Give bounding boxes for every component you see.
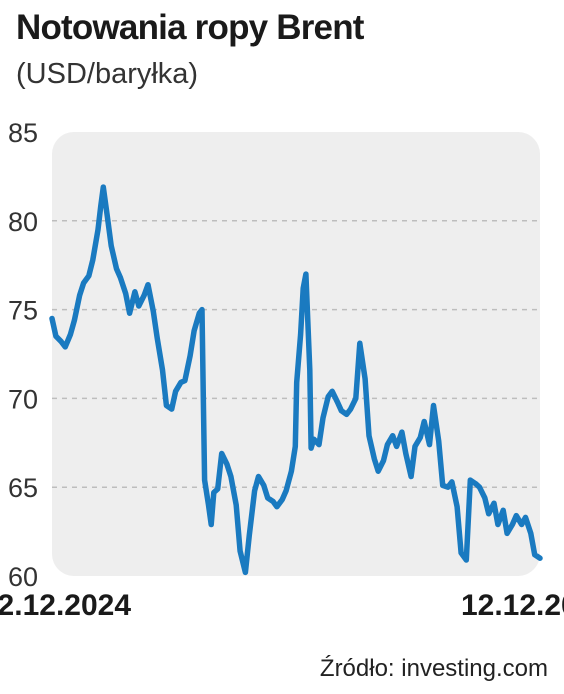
series-layer bbox=[49, 184, 543, 576]
x-tick-label-start: 12.12.2024 bbox=[0, 589, 131, 622]
x-tick-label-end: 12.12.2025 bbox=[461, 589, 564, 622]
y-tick-label: 75 bbox=[8, 296, 38, 326]
y-tick-label: 80 bbox=[8, 207, 38, 237]
y-tick-label: 65 bbox=[8, 473, 38, 503]
y-axis-labels: 60 65 70 75 80 85 bbox=[8, 118, 38, 592]
chart-subtitle: (USD/baryłka) bbox=[16, 58, 199, 90]
brent-price-line bbox=[49, 184, 543, 576]
plot-area-background bbox=[52, 132, 540, 576]
brent-price-chart: 60 65 70 75 80 85 12.12.2024 12.12.2025 bbox=[0, 118, 564, 622]
x-axis-labels: 12.12.2024 12.12.2025 bbox=[0, 589, 564, 622]
y-tick-label: 85 bbox=[8, 118, 38, 148]
source-note: Źródło: investing.com bbox=[319, 655, 548, 682]
y-tick-label: 60 bbox=[8, 562, 38, 592]
y-tick-label: 70 bbox=[8, 384, 38, 414]
chart-title: Notowania ropy Brent bbox=[16, 8, 364, 47]
